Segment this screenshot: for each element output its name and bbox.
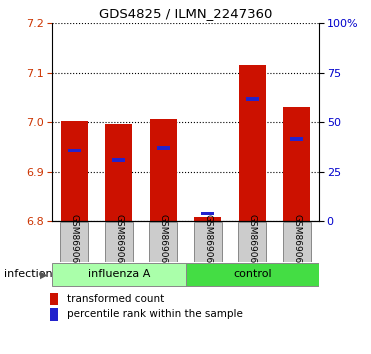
- Text: influenza A: influenza A: [88, 269, 150, 279]
- Bar: [112, 158, 125, 161]
- Text: GSM869067: GSM869067: [114, 214, 123, 269]
- Bar: [246, 97, 259, 101]
- Title: GDS4825 / ILMN_2247360: GDS4825 / ILMN_2247360: [99, 7, 272, 21]
- Bar: [50, 308, 58, 321]
- Bar: [186, 263, 319, 285]
- Text: control: control: [233, 269, 272, 279]
- Text: transformed count: transformed count: [67, 293, 164, 304]
- Bar: [290, 137, 303, 141]
- Bar: [239, 65, 266, 221]
- Bar: [283, 222, 311, 262]
- Bar: [105, 124, 132, 221]
- Bar: [61, 121, 88, 221]
- Text: GSM869068: GSM869068: [292, 214, 301, 269]
- Bar: [150, 119, 177, 221]
- Bar: [283, 107, 310, 221]
- Bar: [239, 222, 266, 262]
- Text: GSM869066: GSM869066: [248, 214, 257, 269]
- Bar: [105, 222, 132, 262]
- Text: GSM869069: GSM869069: [159, 214, 168, 269]
- Bar: [50, 292, 58, 304]
- Text: GSM869064: GSM869064: [203, 214, 212, 269]
- Bar: [60, 222, 88, 262]
- Text: ▶: ▶: [40, 269, 47, 279]
- Text: percentile rank within the sample: percentile rank within the sample: [67, 309, 243, 320]
- Bar: [52, 263, 186, 285]
- Bar: [194, 217, 221, 221]
- Text: infection: infection: [4, 269, 52, 279]
- Bar: [157, 146, 170, 150]
- Bar: [201, 212, 214, 215]
- Text: GSM869065: GSM869065: [70, 214, 79, 269]
- Bar: [68, 149, 81, 152]
- Bar: [194, 222, 221, 262]
- Bar: [150, 222, 177, 262]
